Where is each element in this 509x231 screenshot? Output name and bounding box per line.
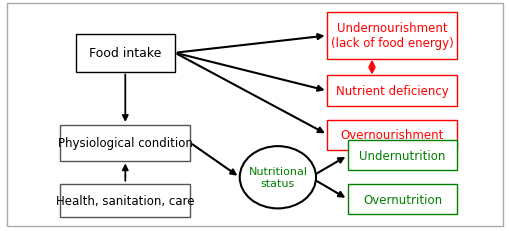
Text: Physiological condition: Physiological condition [58,137,192,149]
Text: Nutritional
status: Nutritional status [248,167,307,188]
Bar [327,120,456,150]
Bar [327,76,456,107]
Text: Overnourishment: Overnourishment [340,128,443,142]
Bar [75,35,175,73]
Bar [347,184,456,214]
Text: Overnutrition: Overnutrition [362,193,441,206]
Bar [327,13,456,60]
Text: Undernutrition: Undernutrition [359,149,445,162]
Text: Undernourishment
(lack of food energy): Undernourishment (lack of food energy) [330,22,453,50]
Text: Nutrient deficiency: Nutrient deficiency [335,85,448,98]
Bar [61,125,190,161]
Bar [61,184,190,217]
Text: Food intake: Food intake [89,47,161,60]
Bar [347,141,456,171]
Ellipse shape [239,146,316,209]
Text: Health, sanitation, care: Health, sanitation, care [56,194,194,207]
